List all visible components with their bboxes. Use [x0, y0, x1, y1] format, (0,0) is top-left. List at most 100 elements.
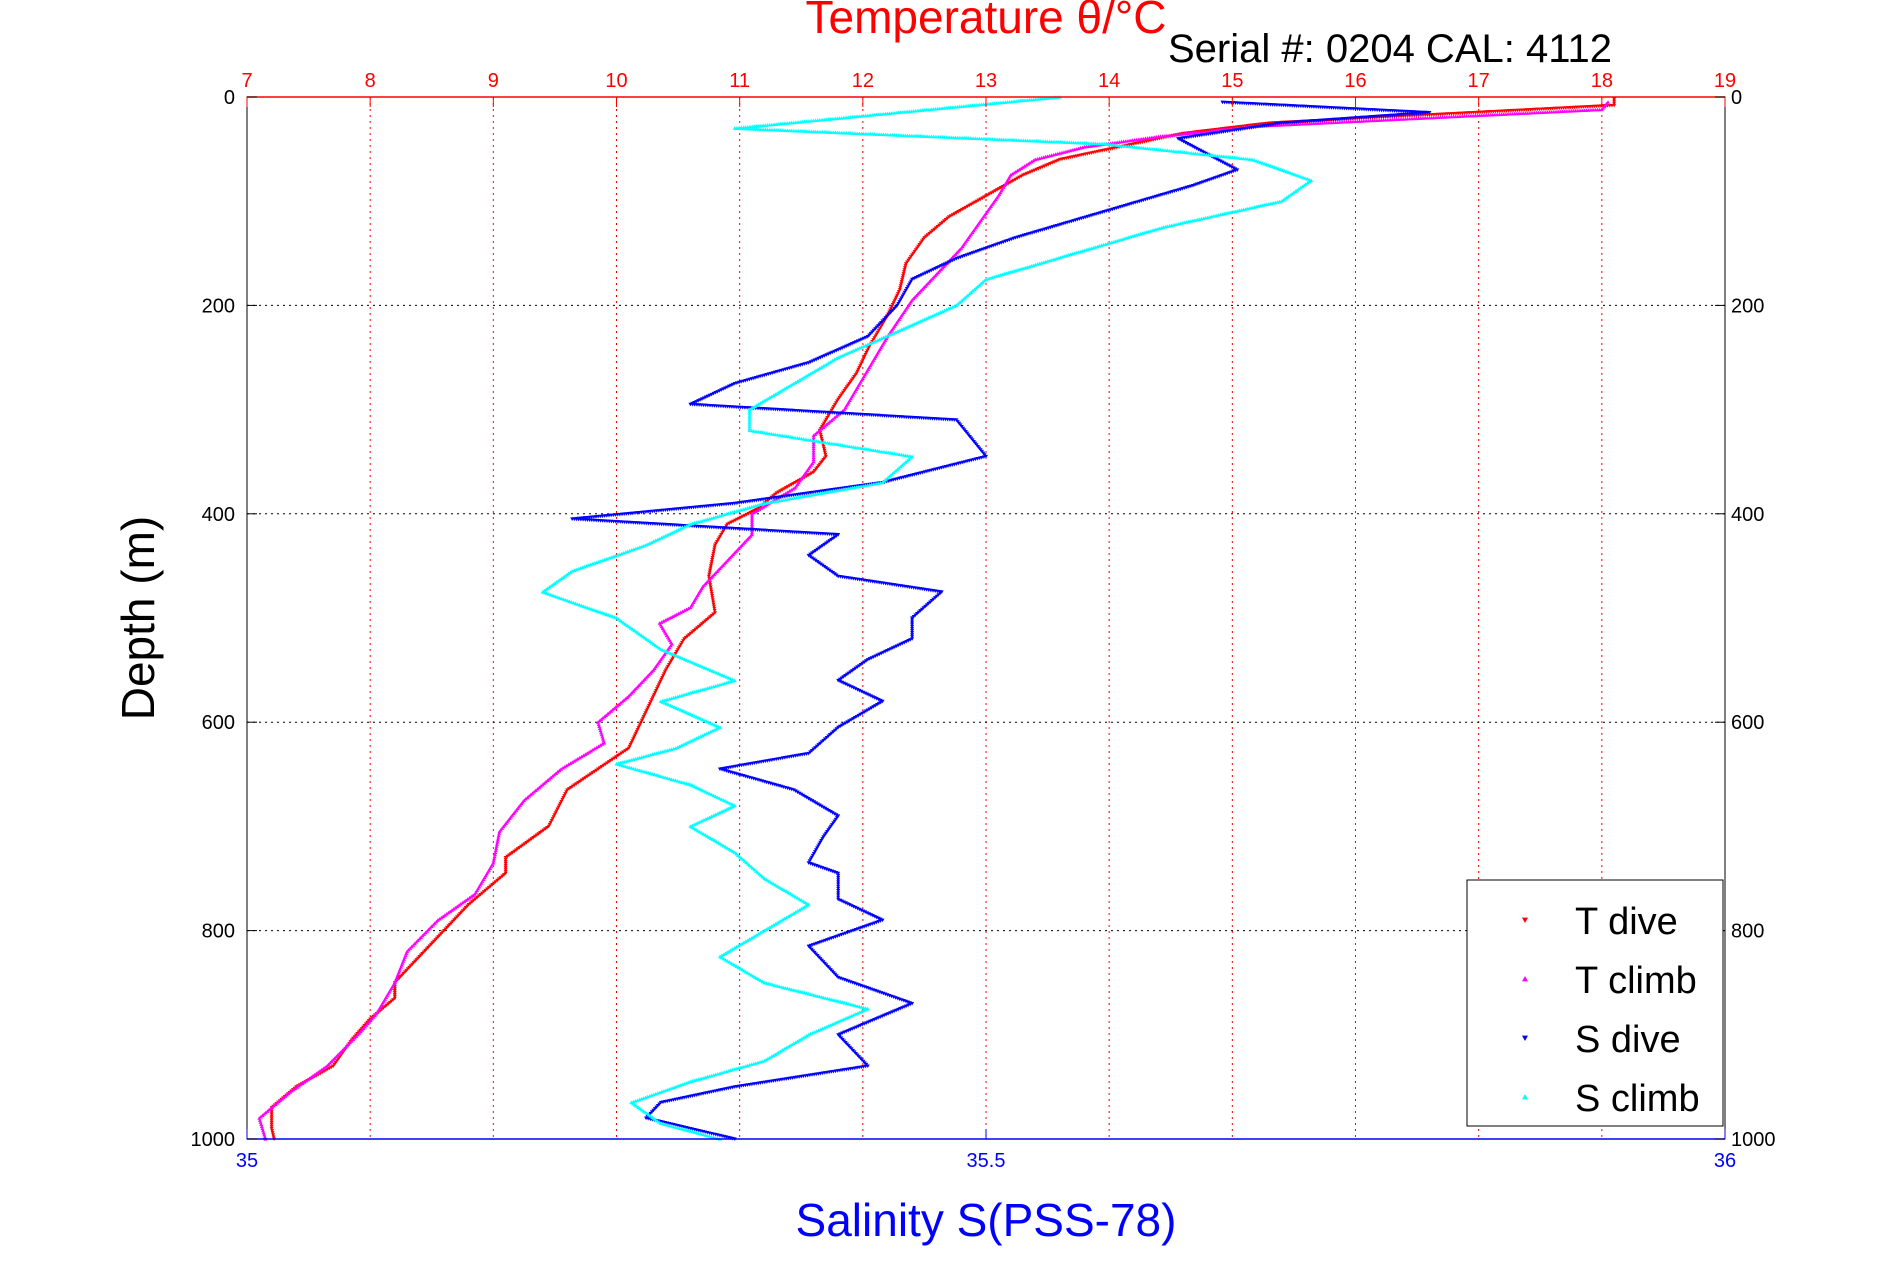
data-point [861, 909, 866, 914]
data-point [270, 1129, 275, 1133]
data-point [270, 1131, 275, 1135]
data-point [872, 696, 877, 700]
data-point [776, 490, 781, 494]
data-point [859, 908, 864, 913]
data-point [811, 470, 816, 475]
data-point [763, 503, 768, 508]
data-point [709, 591, 714, 596]
data-point [721, 387, 726, 391]
data-point [980, 196, 985, 201]
data-point [717, 389, 722, 393]
data-point [557, 803, 562, 808]
data-point [829, 569, 834, 574]
data-point [749, 524, 754, 528]
data-point [665, 664, 670, 669]
data-point [1224, 162, 1229, 167]
data-point [892, 645, 897, 649]
data-point [883, 649, 888, 654]
data-point [730, 382, 735, 387]
data-point [857, 365, 862, 370]
data-point [661, 674, 666, 678]
data-point [1231, 166, 1236, 170]
data-point [269, 1126, 274, 1131]
data-point [754, 507, 759, 512]
data-point [898, 642, 903, 647]
data-point [747, 413, 752, 418]
data-point [811, 444, 816, 449]
data-point [696, 399, 701, 403]
data-point [1013, 177, 1018, 182]
data-point [866, 345, 871, 350]
data-point [815, 802, 820, 807]
data-point [650, 696, 655, 701]
data-point [847, 684, 852, 688]
data-point [806, 553, 811, 558]
data-point [853, 666, 858, 671]
data-point [855, 906, 860, 911]
data-point [497, 831, 502, 836]
data-point [753, 509, 758, 514]
data-point [747, 424, 752, 428]
data-point [815, 547, 820, 552]
data-point [859, 360, 864, 364]
data-point [632, 733, 637, 738]
data-point [937, 265, 942, 269]
data-point [823, 419, 828, 424]
data-point [711, 549, 716, 554]
data-point [892, 299, 897, 303]
data-point [1189, 143, 1194, 148]
data-point [897, 288, 902, 292]
data-point [497, 829, 502, 834]
data-point [824, 541, 829, 546]
data-point [601, 763, 606, 768]
data-point [493, 848, 498, 852]
data-point [826, 414, 831, 418]
data-point [606, 760, 611, 764]
data-point [608, 758, 613, 763]
data-point [612, 756, 617, 761]
data-point [632, 735, 637, 740]
data-point [829, 537, 834, 542]
data-point [868, 913, 873, 917]
data-point [654, 688, 659, 693]
data-point [899, 280, 904, 284]
data-point [568, 761, 573, 766]
data-point [901, 272, 906, 276]
data-point [835, 399, 840, 404]
data-point [710, 594, 715, 598]
data-point [836, 678, 841, 683]
data-point [599, 730, 604, 735]
data-point [832, 812, 837, 816]
data-point [708, 564, 713, 568]
data-point [819, 425, 824, 429]
data-point [581, 753, 586, 758]
data-point [543, 827, 548, 831]
data-point [633, 731, 638, 736]
data-point [785, 485, 790, 489]
data-point [872, 336, 877, 340]
data-point [1218, 159, 1223, 164]
data-point [818, 432, 823, 437]
data-point [814, 848, 819, 852]
data-point [856, 713, 861, 718]
data-point [629, 741, 634, 745]
data-point [808, 857, 813, 862]
data-point [261, 1130, 266, 1135]
data-point [917, 274, 922, 278]
data-point [638, 722, 643, 727]
data-point [804, 795, 809, 800]
data-point [586, 773, 591, 778]
data-point [829, 408, 834, 413]
data-point [841, 900, 846, 905]
data-point [910, 618, 915, 623]
data-point [677, 644, 682, 649]
data-point [811, 455, 816, 459]
data-point [869, 706, 874, 710]
data-point [712, 547, 717, 552]
data-point [902, 640, 907, 645]
data-point [596, 720, 601, 724]
data-point [581, 777, 586, 781]
data-point [902, 290, 907, 295]
data-point [820, 544, 825, 548]
data-point [811, 433, 816, 438]
